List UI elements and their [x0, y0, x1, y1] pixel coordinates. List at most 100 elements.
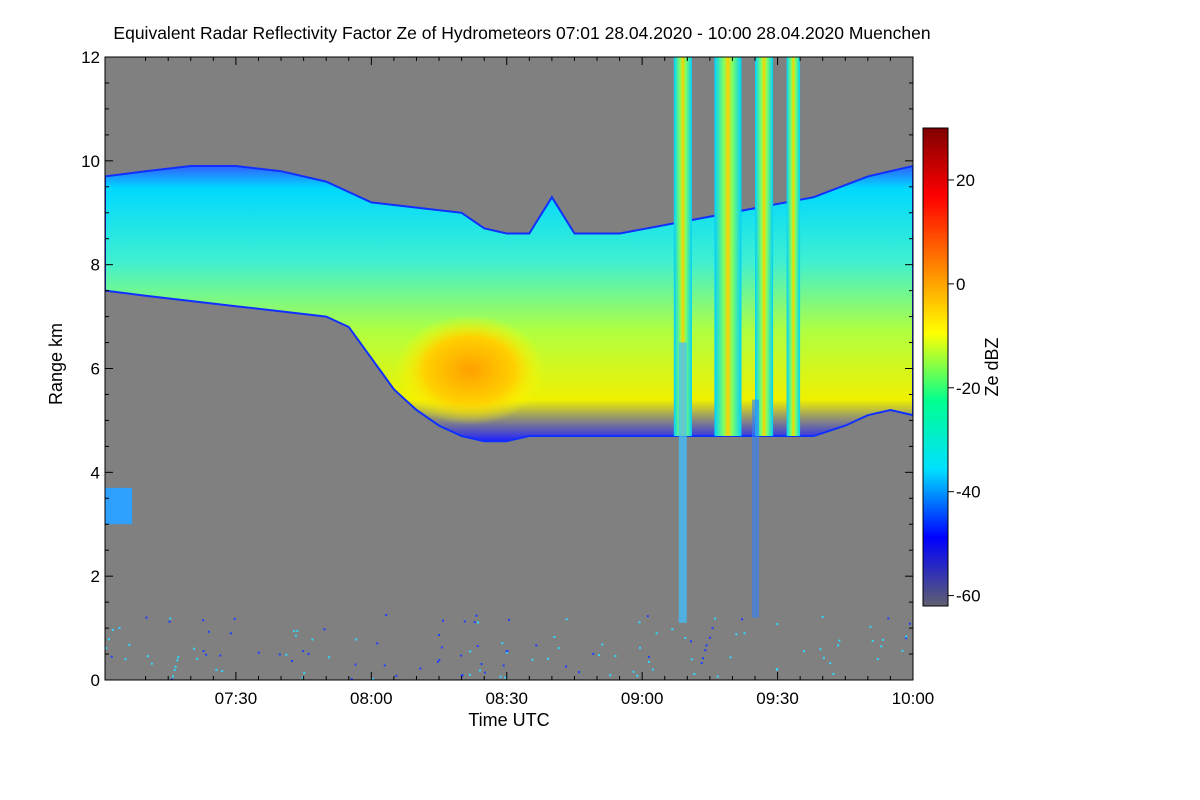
clutter-dot: [901, 649, 904, 652]
clutter-dot: [176, 659, 179, 662]
clutter-dot: [257, 651, 260, 654]
clutter-dot: [355, 638, 358, 641]
clutter-dot: [501, 642, 504, 645]
clutter-dot: [578, 671, 580, 674]
clutter-dot: [354, 663, 357, 666]
x-tick-label: 09:30: [756, 689, 799, 708]
colorbar-ticks: 20 0 -20 -40 -60: [948, 171, 981, 606]
y-axis-label: Range km: [46, 323, 66, 405]
clutter-dot: [350, 678, 353, 680]
clutter-dot: [174, 665, 177, 668]
clutter-dot: [291, 660, 294, 662]
clutter-dot: [221, 670, 224, 673]
clutter-dot: [553, 636, 556, 638]
clutter-dot: [504, 676, 507, 679]
clutter-dot: [648, 655, 650, 658]
clutter-dot: [506, 650, 509, 653]
clutter-dot: [499, 675, 502, 678]
clutter-dot: [124, 658, 127, 661]
cloud-layer: [105, 164, 913, 443]
clutter-dot: [711, 627, 714, 630]
clutter-dot: [716, 675, 719, 678]
y-tick-label: 6: [91, 360, 100, 379]
clutter-dot: [655, 632, 658, 635]
clutter-dot: [202, 650, 205, 652]
clutter-dot: [111, 629, 114, 631]
streak-2: [755, 57, 774, 436]
clutter-dot: [547, 657, 549, 660]
clutter-dot: [735, 633, 738, 636]
clutter-dot: [460, 674, 463, 677]
clutter-dot: [476, 645, 479, 648]
clutter-dot: [880, 645, 883, 648]
clutter-dot: [832, 672, 835, 675]
clutter-dot: [822, 656, 825, 659]
clutter-dot: [383, 664, 386, 667]
clutter-dot: [202, 619, 205, 622]
clutter-dot: [480, 663, 483, 665]
clutter-dot: [535, 644, 538, 647]
colorbar-tick-label: -40: [956, 483, 981, 502]
clutter-dot: [819, 648, 822, 651]
clutter-dot: [193, 647, 196, 650]
low-cloud-patch: [105, 487, 133, 525]
clutter-dot: [904, 637, 907, 640]
x-tick-label: 07:30: [215, 689, 258, 708]
clutter-dot: [690, 658, 693, 661]
clutter-dot: [311, 638, 314, 641]
clutter-dot: [531, 658, 534, 661]
clutter-dot: [436, 660, 439, 663]
x-axis-label: Time UTC: [468, 710, 549, 730]
x-axis: 07:30 08:00 08:30 09:00 09:30 10:00: [145, 57, 935, 708]
clutter-dot: [647, 661, 650, 663]
clutter-dot: [601, 643, 604, 646]
colorbar-tick-label: 20: [956, 171, 975, 190]
clutter-dot: [328, 656, 331, 659]
clutter-dot: [869, 625, 872, 628]
clutter-dot: [704, 649, 707, 652]
clutter-dot: [442, 619, 444, 622]
clutter-dot: [506, 651, 509, 654]
clutter-dot: [646, 615, 649, 618]
x-tick-label: 10:00: [892, 689, 935, 708]
streak-0: [673, 57, 692, 436]
x-tick-label: 09:00: [621, 689, 664, 708]
x-tick-label: 08:00: [350, 689, 393, 708]
colorbar-tick-label: -20: [956, 379, 981, 398]
clutter-dot: [776, 623, 779, 626]
reflectivity-core: [395, 315, 545, 425]
clutter-dot: [689, 640, 692, 643]
clutter-dot: [887, 617, 890, 620]
plot-area: [104, 56, 914, 681]
y-tick-label: 0: [91, 671, 100, 690]
precipitation-streaks: [673, 57, 801, 623]
clutter-dot: [775, 668, 778, 670]
clutter-dot: [632, 670, 635, 673]
clutter-dot: [293, 630, 296, 633]
clutter-dot: [702, 657, 704, 660]
ground-clutter: [105, 487, 911, 680]
clutter-dot: [150, 662, 153, 665]
colorbar-tick-label: 0: [956, 275, 965, 294]
clutter-dot: [108, 638, 110, 641]
clutter-dot: [565, 665, 568, 668]
clutter-dot: [469, 650, 472, 653]
clutter-dot: [145, 616, 148, 619]
clutter-dot: [177, 656, 180, 659]
clutter-dot: [172, 675, 174, 678]
clutter-dot: [173, 669, 176, 671]
chart-title: Equivalent Radar Reflectivity Factor Ze …: [113, 23, 930, 43]
clutter-dot: [502, 664, 505, 667]
clutter-dot: [741, 618, 744, 621]
clutter-dot: [473, 621, 476, 624]
clutter-dot: [285, 653, 288, 656]
clutter-dot: [651, 668, 654, 671]
clutter-dot: [219, 654, 222, 657]
clutter-dot: [296, 629, 299, 632]
clutter-dot: [475, 614, 478, 617]
clutter-dot: [821, 616, 824, 618]
streak-1: [714, 57, 742, 436]
y-axis: 0 2 4 6 8 10 12: [81, 48, 913, 690]
clutter-dot: [395, 674, 398, 677]
